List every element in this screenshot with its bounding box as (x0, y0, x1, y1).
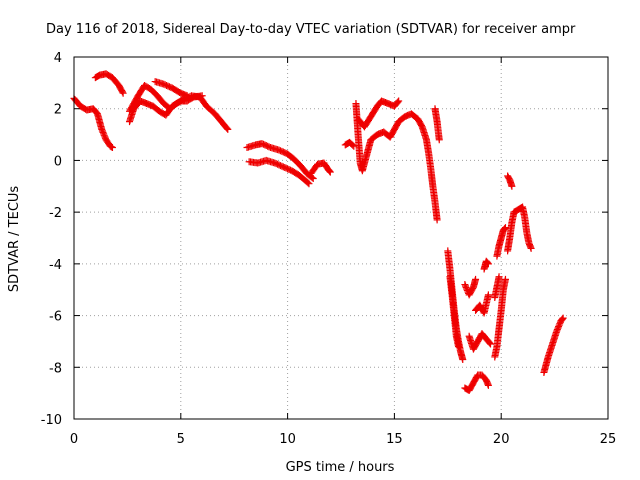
y-tick-label: 2 (54, 103, 62, 118)
data-point (463, 285, 471, 293)
chart-title: Day 116 of 2018, Sidereal Day-to-day VTE… (46, 22, 576, 37)
x-tick-label: 20 (493, 432, 510, 447)
data-point (501, 275, 509, 283)
y-tick-label: -10 (41, 413, 62, 428)
data-point (555, 321, 563, 329)
data-point (108, 144, 116, 151)
data-point (484, 260, 492, 268)
data-point (487, 340, 495, 348)
data-point (461, 281, 469, 289)
y-tick-label: -4 (49, 258, 62, 273)
data-point (183, 92, 191, 100)
data-point (99, 128, 107, 136)
data-point (484, 291, 492, 299)
data-point (305, 180, 313, 188)
x-tick-label: 5 (177, 432, 185, 447)
y-tick-label: 0 (54, 154, 62, 169)
plot-frame (73, 56, 609, 420)
data-point (98, 125, 106, 133)
data-point (527, 244, 535, 252)
data-point (459, 356, 467, 364)
data-point (500, 225, 508, 233)
data-point (395, 97, 403, 105)
data-point (100, 130, 108, 138)
data-point (119, 89, 127, 97)
y-tick-labels: -10 -8 -6 -4 -2 0 2 4 (41, 51, 62, 428)
data-point (304, 179, 312, 187)
data-point (433, 216, 441, 224)
data-point (326, 167, 334, 175)
data-markers (70, 70, 567, 395)
data-point (556, 320, 564, 328)
data-point (508, 182, 516, 190)
data-point (484, 259, 492, 267)
data-point (555, 323, 563, 331)
data-point (223, 124, 231, 132)
data-point (554, 324, 562, 332)
data-point (118, 88, 126, 96)
data-point (454, 343, 462, 351)
data-point (107, 143, 115, 151)
data-point (486, 339, 494, 347)
data-point (559, 314, 567, 322)
data-point (309, 175, 317, 183)
data-point (558, 316, 566, 324)
data-point (349, 141, 357, 149)
x-tick-label: 15 (386, 432, 403, 447)
data-point (484, 381, 492, 389)
data-point (495, 273, 503, 281)
data-point (558, 315, 566, 323)
x-tick-label: 10 (279, 432, 296, 447)
y-axis-label: SDTVAR / TECUs (7, 186, 22, 293)
y-tick-label: -8 (49, 361, 62, 376)
data-point (224, 125, 232, 133)
x-axis-label: GPS time / hours (286, 460, 395, 475)
data-point (553, 327, 561, 335)
y-tick-label: -6 (49, 310, 62, 325)
data-point (326, 168, 334, 176)
data-point (461, 282, 469, 290)
data-point (462, 283, 470, 291)
data-point (553, 326, 561, 334)
x-tick-label: 25 (600, 432, 617, 447)
y-tick-label: -2 (49, 206, 62, 221)
data-point (325, 166, 333, 174)
data-point (472, 275, 480, 283)
data-point (98, 127, 106, 135)
data-point (501, 225, 509, 233)
x-tick-label: 0 (70, 432, 78, 447)
data-point (100, 131, 108, 139)
y-tick-label: 4 (54, 51, 62, 66)
data-point (483, 258, 491, 266)
x-tick-labels: 0 5 10 15 20 25 (70, 432, 616, 447)
data-point (394, 98, 402, 106)
data-point (101, 133, 109, 141)
data-point (435, 136, 443, 144)
